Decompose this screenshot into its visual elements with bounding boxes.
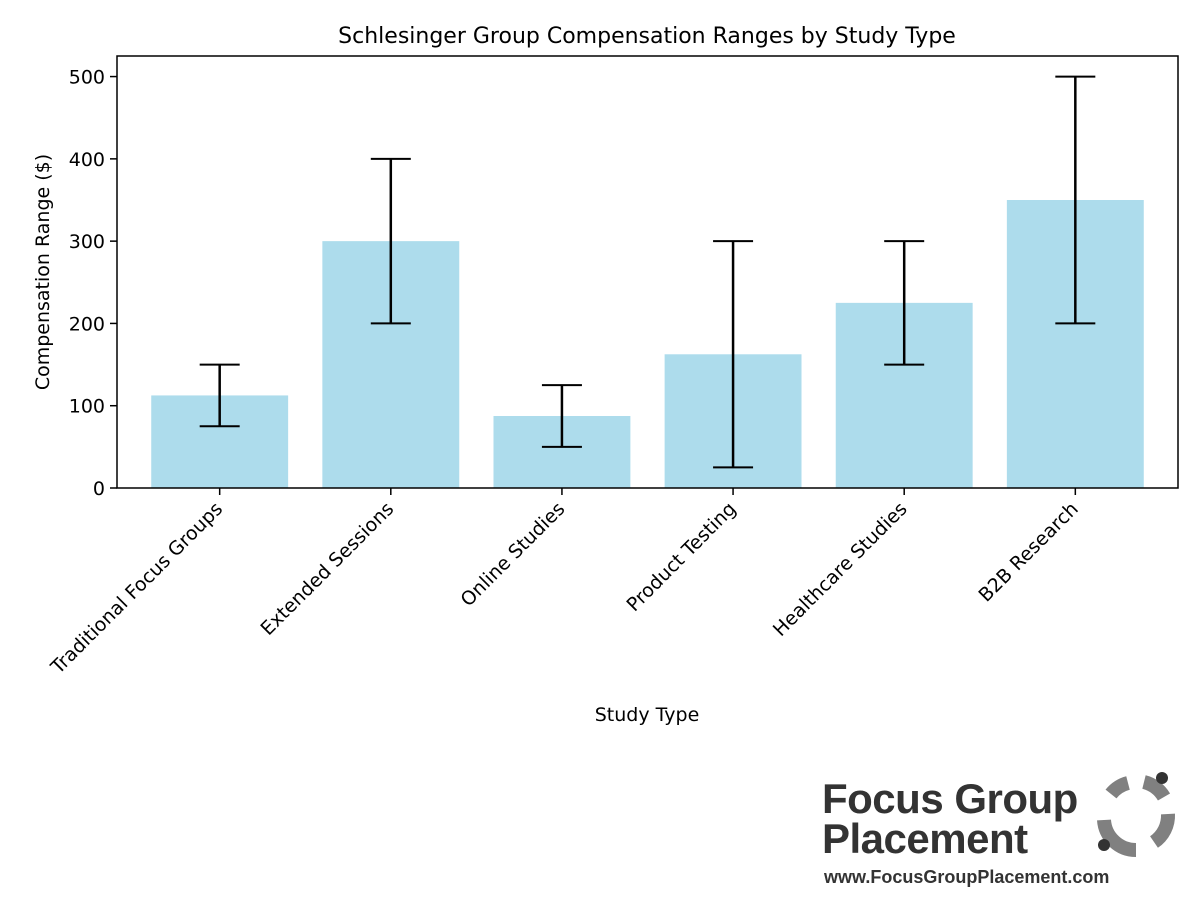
y-axis: 0 100 200 300 400 500	[69, 67, 117, 500]
y-tick-label: 200	[69, 313, 105, 335]
x-tick-label: Product Testing	[623, 498, 741, 616]
x-tick-label: Extended Sessions	[256, 498, 398, 640]
brand-logo: Focus Group Placement www.FocusGroupPlac…	[822, 770, 1192, 895]
chart-title: Schlesinger Group Compensation Ranges by…	[338, 24, 956, 49]
y-tick-label: 0	[93, 478, 105, 500]
x-axis: Traditional Focus Groups Extended Session…	[46, 488, 1083, 679]
x-tick-label: B2B Research	[974, 498, 1082, 606]
y-tick-label: 500	[69, 67, 105, 89]
y-axis-label: Compensation Range ($)	[32, 154, 54, 390]
logo-ring-icon	[1097, 772, 1175, 858]
bar-chart: Schlesinger Group Compensation Ranges by…	[32, 24, 1179, 726]
error-bars-group	[199, 75, 1096, 469]
logo-url: www.FocusGroupPlacement.com	[824, 867, 1110, 887]
y-tick-label: 100	[69, 396, 105, 418]
x-tick-label: Healthcare Studies	[769, 498, 912, 641]
bars-group	[151, 200, 1144, 488]
x-tick-label: Traditional Focus Groups	[46, 498, 227, 679]
logo-text-line2: Placement	[822, 815, 1028, 862]
x-tick-label: Online Studies	[456, 498, 569, 611]
y-tick-label: 400	[69, 149, 105, 171]
logo-text-line1: Focus Group	[822, 775, 1078, 822]
y-tick-label: 300	[69, 231, 105, 253]
x-axis-label: Study Type	[595, 704, 700, 726]
plot-frame	[116, 55, 1179, 489]
